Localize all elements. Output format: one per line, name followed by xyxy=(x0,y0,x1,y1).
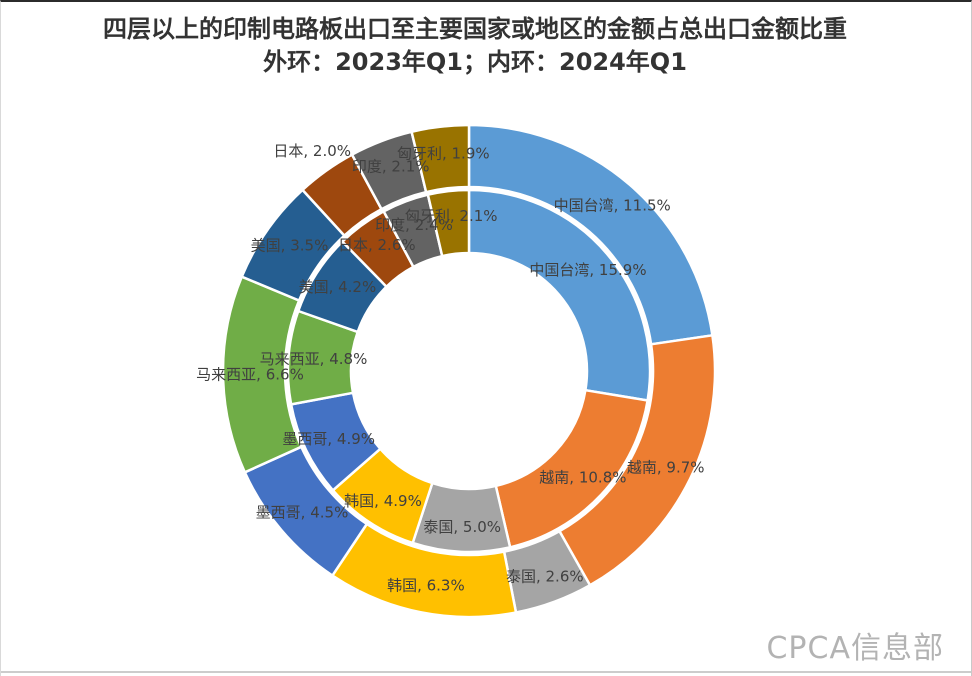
label-inner-美国: 美国, 4.2% xyxy=(299,278,377,296)
slice-inner-中国台湾 xyxy=(467,188,652,402)
label-outer-泰国: 泰国, 2.6% xyxy=(506,568,584,586)
label-inner-泰国: 泰国, 5.0% xyxy=(423,518,501,536)
label-inner-墨西哥: 墨西哥, 4.9% xyxy=(282,430,375,448)
label-inner-韩国: 韩国, 4.9% xyxy=(344,492,422,510)
slice-inner-匈牙利 xyxy=(426,188,471,258)
label-outer-墨西哥: 墨西哥, 4.5% xyxy=(256,504,349,522)
label-outer-中国台湾: 中国台湾, 11.5% xyxy=(554,196,671,214)
label-outer-美国: 美国, 3.5% xyxy=(251,237,329,255)
chart-title-line1: 四层以上的印制电路板出口至主要国家或地区的金额占总出口金额比重 xyxy=(103,15,847,43)
label-outer-匈牙利: 匈牙利, 1.9% xyxy=(397,145,490,163)
label-inner-日本: 日本, 2.6% xyxy=(338,236,416,254)
chart-title-line2: 外环：2023年Q1；内环：2024年Q1 xyxy=(263,48,687,76)
label-inner-中国台湾: 中国台湾, 15.9% xyxy=(529,261,646,279)
label-outer-日本: 日本, 2.0% xyxy=(273,142,351,160)
chart-title: 四层以上的印制电路板出口至主要国家或地区的金额占总出口金额比重 外环：2023年… xyxy=(1,13,949,79)
bottom-border-line xyxy=(1,671,971,673)
label-inner-越南: 越南, 10.8% xyxy=(539,469,626,487)
label-inner-印度: 印度, 2.4% xyxy=(375,216,453,234)
label-outer-韩国: 韩国, 6.3% xyxy=(387,577,465,595)
label-inner-马来西亚: 马来西亚, 4.8% xyxy=(260,350,368,368)
slice-outer-匈牙利 xyxy=(410,123,471,194)
label-inner-匈牙利: 匈牙利, 2.1% xyxy=(405,207,498,225)
label-outer-马来西亚: 马来西亚, 6.6% xyxy=(196,365,304,383)
watermark-text: CPCA信息部 xyxy=(766,631,944,666)
label-outer-印度: 印度, 2.1% xyxy=(352,158,430,176)
label-outer-越南: 越南, 9.7% xyxy=(627,458,705,476)
